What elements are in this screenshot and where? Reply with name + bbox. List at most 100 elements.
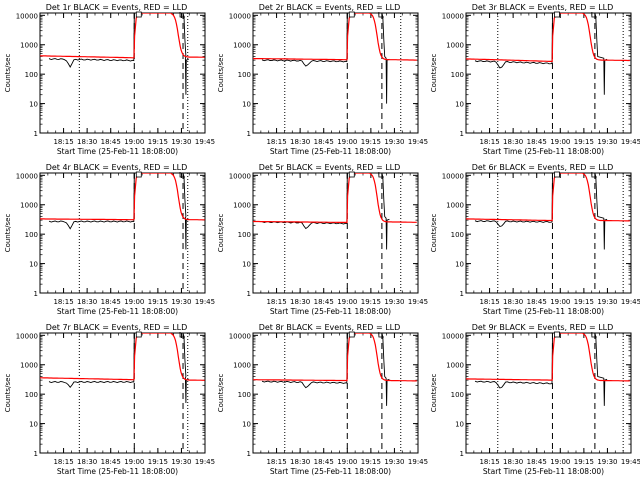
lld-series-line — [253, 333, 417, 382]
x-tick-label: 18:15 — [266, 458, 286, 466]
y-tick-label: 10000 — [229, 172, 251, 180]
saturation-end-marker — [591, 172, 597, 178]
y-tick-label: 10 — [455, 101, 464, 109]
y-tick-label: 1000 — [446, 202, 464, 210]
saturation-start-marker — [135, 171, 142, 178]
y-tick-label: 100 — [25, 231, 38, 239]
saturation-end-marker — [179, 172, 186, 178]
y-axis-label: Counts/sec — [4, 374, 12, 413]
x-tick-label: 19:30 — [171, 298, 191, 306]
plot-frame — [252, 12, 419, 134]
x-tick-label: 18:45 — [314, 458, 334, 466]
y-tick-label: 10000 — [229, 12, 251, 20]
x-tick-label: 19:00 — [337, 458, 357, 466]
events-series-line — [474, 173, 608, 250]
saturation-end-marker — [378, 172, 384, 178]
x-tick-label: 18:45 — [101, 458, 121, 466]
x-tick-label: 19:00 — [124, 298, 144, 306]
lld-series-line — [466, 173, 630, 222]
y-axis-label: Counts/sec — [430, 374, 438, 413]
x-tick-label: 19:15 — [148, 458, 168, 466]
x-tick-label: 19:45 — [195, 138, 215, 146]
x-tick-label: 19:00 — [124, 458, 144, 466]
x-tick-label: 19:45 — [408, 298, 428, 306]
y-tick-label: 1000 — [20, 202, 38, 210]
saturation-end-marker — [591, 332, 597, 338]
y-tick-label: 100 — [451, 71, 464, 79]
saturation-start-marker — [554, 171, 560, 178]
y-axis-label: Counts/sec — [430, 54, 438, 93]
x-tick-label: 19:15 — [148, 138, 168, 146]
y-tick-label: 10000 — [442, 332, 464, 340]
panel-title: Det 8r BLACK = Events, RED = LLD — [259, 323, 401, 332]
saturation-end-marker — [378, 332, 384, 338]
x-tick-label: 19:15 — [574, 138, 594, 146]
y-tick-label: 100 — [25, 391, 38, 399]
x-axis-label: Start Time (25-Feb-11 18:08:00) — [57, 467, 178, 476]
y-tick-label: 100 — [451, 391, 464, 399]
y-tick-label: 10 — [242, 261, 251, 269]
traces — [253, 13, 417, 104]
saturation-start-marker — [135, 11, 142, 18]
x-tick-label: 19:15 — [148, 298, 168, 306]
saturation-start-marker — [348, 11, 355, 18]
lld-series-line — [253, 173, 417, 224]
y-axis-label: Counts/sec — [4, 214, 12, 253]
y-axis-label: Counts/sec — [430, 214, 438, 253]
x-tick-label: 18:30 — [77, 458, 97, 466]
panel-title: Det 4r BLACK = Events, RED = LLD — [46, 163, 188, 172]
y-tick-label: 1 — [460, 290, 464, 298]
y-tick-label: 10 — [242, 101, 251, 109]
x-tick-label: 18:15 — [479, 298, 499, 306]
x-tick-label: 19:45 — [408, 458, 428, 466]
panel-title: Det 7r BLACK = Events, RED = LLD — [46, 323, 188, 332]
x-tick-label: 18:15 — [266, 298, 286, 306]
y-tick-label: 1000 — [20, 362, 38, 370]
panel-7: Det 7r BLACK = Events, RED = LLD 1 10 100 10… — [4, 323, 215, 476]
panel-title: Det 1r BLACK = Events, RED = LLD — [46, 3, 188, 12]
x-tick-label: 19:45 — [621, 138, 640, 146]
panel-title: Det 5r BLACK = Events, RED = LLD — [259, 163, 401, 172]
x-tick-label: 19:45 — [621, 298, 640, 306]
y-tick-label: 10 — [29, 421, 38, 429]
panel-4: Det 4r BLACK = Events, RED = LLD 1 10 100 10… — [4, 163, 215, 316]
x-tick-label: 19:30 — [171, 138, 191, 146]
saturation-end-marker — [179, 12, 186, 18]
plot-frame — [39, 332, 206, 454]
x-tick-label: 19:00 — [124, 138, 144, 146]
x-tick-label: 18:15 — [266, 138, 286, 146]
traces — [466, 333, 630, 406]
traces — [40, 333, 205, 404]
panel-title: Det 3r BLACK = Events, RED = LLD — [472, 3, 614, 12]
x-tick-label: 18:30 — [290, 138, 310, 146]
y-tick-label: 10 — [29, 261, 38, 269]
x-tick-label: 18:30 — [290, 298, 310, 306]
y-tick-label: 100 — [238, 71, 251, 79]
x-tick-label: 19:00 — [337, 138, 357, 146]
x-tick-label: 19:00 — [550, 138, 570, 146]
x-tick-label: 18:45 — [527, 138, 547, 146]
saturation-start-marker — [348, 171, 355, 178]
y-axis-label: Counts/sec — [217, 214, 225, 253]
y-tick-label: 10 — [455, 261, 464, 269]
y-tick-label: 1 — [460, 130, 464, 138]
plot-frame — [465, 12, 632, 134]
y-tick-label: 1000 — [233, 362, 251, 370]
events-series-line — [261, 173, 390, 250]
x-tick-label: 19:45 — [621, 458, 640, 466]
y-tick-label: 1000 — [446, 362, 464, 370]
x-tick-label: 18:30 — [290, 458, 310, 466]
panel-title: Det 2r BLACK = Events, RED = LLD — [259, 3, 401, 12]
x-tick-label: 19:15 — [574, 298, 594, 306]
plot-frame — [252, 172, 419, 294]
x-tick-label: 19:30 — [384, 138, 404, 146]
lld-series-line — [466, 333, 630, 382]
x-axis-label: Start Time (25-Feb-11 18:08:00) — [57, 147, 178, 156]
saturation-start-marker — [554, 11, 560, 18]
y-tick-label: 10 — [455, 421, 464, 429]
x-axis-label: Start Time (25-Feb-11 18:08:00) — [57, 307, 178, 316]
y-tick-label: 10 — [242, 421, 251, 429]
x-tick-label: 18:30 — [503, 458, 523, 466]
x-axis-label: Start Time (25-Feb-11 18:08:00) — [270, 307, 391, 316]
